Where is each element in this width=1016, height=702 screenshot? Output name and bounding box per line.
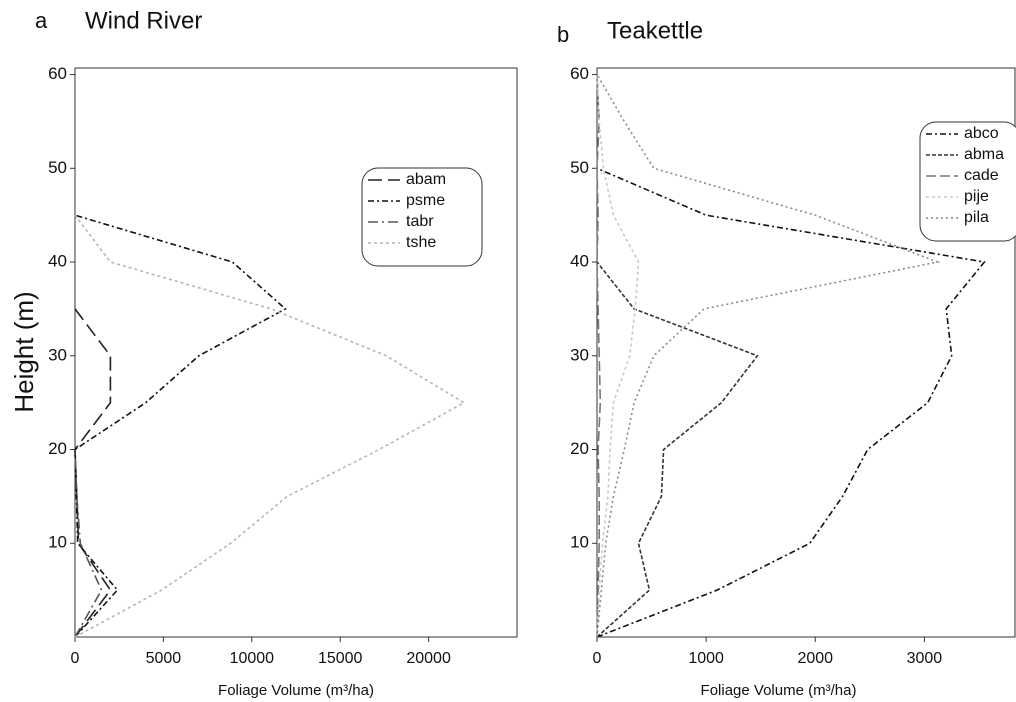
x-tick-label: 1000 [688,650,724,667]
series-line [74,214,466,638]
x-tick-label: 0 [593,650,602,667]
y-tick-label: 60 [48,64,67,83]
series-line [74,449,103,638]
legend-label: abma [964,146,1004,163]
series-line [596,74,941,638]
x-tick-label: 10000 [230,650,275,667]
series-line [596,74,602,638]
y-tick-label: 50 [48,158,67,177]
x-tick-label: 5000 [146,650,182,667]
series-line [74,308,112,638]
legend-box [919,121,1016,242]
legend-label: psme [406,192,445,209]
y-axis-label: Height (m) [9,291,39,412]
plot-frame [596,67,1016,638]
y-tick-label: 10 [570,533,589,552]
x-tick-label: 20000 [406,650,451,667]
legend-box [361,167,483,267]
legend-label: abam [406,171,446,188]
legend-label: tabr [406,213,434,230]
y-tick-label: 20 [48,439,67,458]
plot-frame [74,67,518,638]
y-tick-label: 20 [570,439,589,458]
y-tick-label: 40 [570,252,589,271]
legend-label: tshe [406,234,436,251]
x-tick-label: 3000 [907,650,943,667]
x-axis-label: Foliage Volume (m³/ha) [218,682,374,699]
y-tick-label: 10 [48,533,67,552]
legend-label: pila [964,209,989,226]
y-tick-label: 30 [48,345,67,364]
chart-title: Wind River [85,7,202,34]
x-axis-label: Foliage Volume (m³/ha) [701,682,857,699]
y-tick-label: 40 [48,252,67,271]
y-tick-label: 50 [570,158,589,177]
series-line [596,167,986,638]
chart-title: Teakettle [607,17,703,44]
legend-label: cade [964,167,999,184]
x-tick-label: 15000 [318,650,363,667]
legend-label: pije [964,188,989,205]
panel-label: b [557,22,569,47]
panel-label: a [35,8,48,33]
series-line [74,214,287,638]
y-tick-label: 30 [570,345,589,364]
x-tick-label: 2000 [797,650,833,667]
y-tick-label: 60 [570,64,589,83]
series-line [596,74,640,638]
x-tick-label: 0 [71,650,80,667]
legend-label: abco [964,125,999,142]
series-line [596,261,759,638]
